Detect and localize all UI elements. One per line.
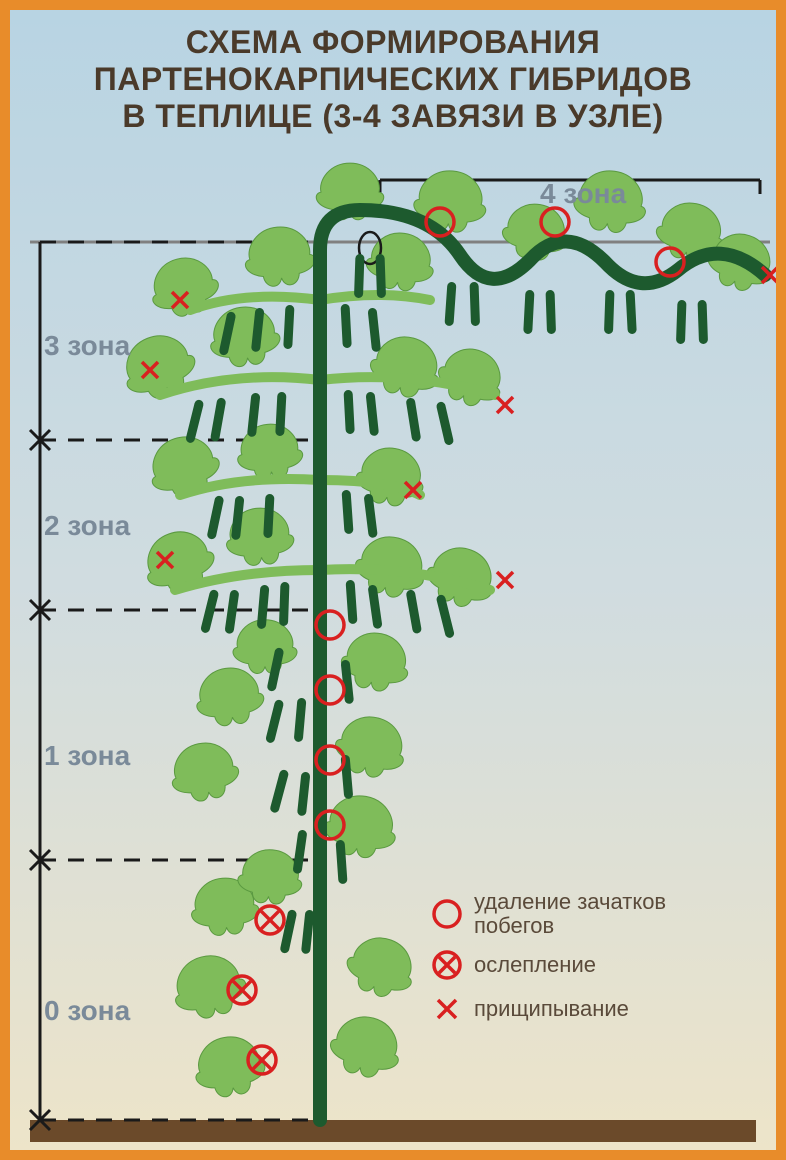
legend-removal-text: удаление зачатков побегов [474, 890, 666, 938]
legend-removal: удаление зачатков побегов [430, 890, 666, 938]
title-line-3: В ТЕПЛИЦЕ (3-4 ЗАВЯЗИ В УЗЛЕ) [122, 98, 663, 134]
diagram-frame: СХЕМА ФОРМИРОВАНИЯ ПАРТЕНОКАРПИЧЕСКИХ ГИ… [0, 0, 786, 1160]
legend-blinding-text: ослепление [474, 953, 596, 977]
zone-4-label: 4 зона [540, 178, 626, 210]
zone-1-label: 1 зона [44, 740, 130, 772]
zone-2-label: 2 зона [44, 510, 130, 542]
zone-0-label: 0 зона [44, 995, 130, 1027]
title-line-1: СХЕМА ФОРМИРОВАНИЯ [186, 24, 601, 60]
legend-pinching: прищипывание [430, 992, 666, 1026]
legend-blinding: ослепление [430, 948, 666, 982]
circle-x-icon [430, 948, 464, 982]
diagram-title: СХЕМА ФОРМИРОВАНИЯ ПАРТЕНОКАРПИЧЕСКИХ ГИ… [10, 10, 776, 134]
legend-pinching-text: прищипывание [474, 997, 629, 1021]
zone-3-label: 3 зона [44, 330, 130, 362]
x-icon [430, 992, 464, 1026]
title-line-2: ПАРТЕНОКАРПИЧЕСКИХ ГИБРИДОВ [94, 61, 692, 97]
legend: удаление зачатков побегов ослепление при… [430, 890, 666, 1036]
circle-icon [430, 897, 464, 931]
